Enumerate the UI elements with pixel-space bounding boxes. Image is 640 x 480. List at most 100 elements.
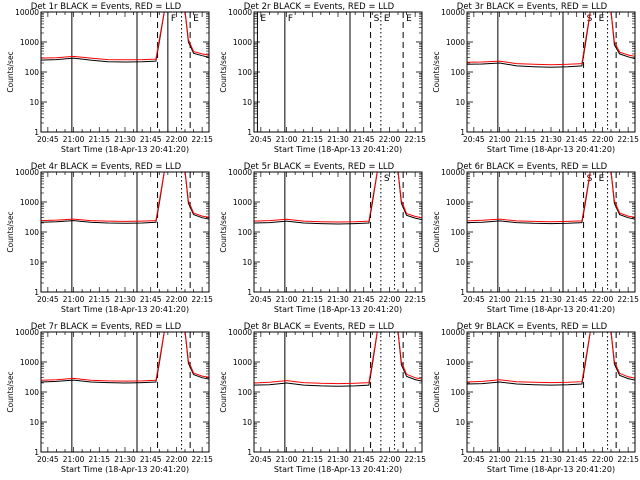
x-tick-label: 21:45 <box>140 455 162 464</box>
marker-label: F <box>288 14 293 24</box>
x-tick-label: 22:00 <box>592 295 614 304</box>
x-tick-label: 21:15 <box>514 455 536 464</box>
y-axis-label: Counts/sec <box>6 371 15 412</box>
y-axis-label: Counts/sec <box>432 371 441 412</box>
series-line-events <box>467 172 635 225</box>
x-axis-label: Start Time (18-Apr-13 20:41:20) <box>61 305 189 314</box>
x-axis-label: Start Time (18-Apr-13 20:41:20) <box>274 465 402 474</box>
x-tick-label: 21:30 <box>540 135 562 144</box>
y-tick-label: 100 <box>25 388 40 397</box>
series-line-lld <box>41 332 209 382</box>
x-tick-label: 21:45 <box>353 135 375 144</box>
x-tick-label: 21:00 <box>276 455 298 464</box>
detector-panel: Det 8r BLACK = Events, RED = LLD 1 10 100 10… <box>219 322 426 474</box>
x-tick-label: 21:00 <box>63 135 85 144</box>
x-tick-label: 20:45 <box>37 135 59 144</box>
panel-title: Det 4r BLACK = Events, RED = LLD <box>31 162 182 172</box>
plot-frame <box>40 331 210 453</box>
plot-frame <box>253 171 423 293</box>
series-line-events <box>467 332 635 386</box>
y-tick-label: 100 <box>451 388 466 397</box>
y-tick-label: 1000 <box>446 358 465 367</box>
x-tick-label: 22:00 <box>592 135 614 144</box>
x-tick-label: 20:45 <box>250 135 272 144</box>
x-tick-label: 22:00 <box>379 295 401 304</box>
y-tick-label: 10 <box>455 418 465 427</box>
panel-title: Det 7r BLACK = Events, RED = LLD <box>31 322 182 332</box>
y-tick-label: 1000 <box>233 358 252 367</box>
y-axis-label: Counts/sec <box>6 211 15 252</box>
x-tick-label: 21:45 <box>353 455 375 464</box>
series-line-lld <box>467 332 635 384</box>
y-tick-label: 1000 <box>20 38 39 47</box>
y-axis-label: Counts/sec <box>432 211 441 252</box>
x-tick-label: 21:45 <box>140 135 162 144</box>
x-tick-label: 20:45 <box>463 455 485 464</box>
x-tick-label: 22:00 <box>379 135 401 144</box>
y-tick-label: 10 <box>29 98 39 107</box>
x-tick-label: 21:30 <box>540 295 562 304</box>
plot-frame <box>466 11 636 133</box>
y-axis-label: Counts/sec <box>432 51 441 92</box>
y-tick-label: 1 <box>34 288 39 297</box>
y-tick-label: 1000 <box>20 358 39 367</box>
y-tick-label: 10 <box>29 258 39 267</box>
x-tick-label: 22:15 <box>617 135 639 144</box>
marker-label: E <box>193 14 199 24</box>
x-tick-label: 22:00 <box>379 455 401 464</box>
x-tick-label: 22:15 <box>404 455 426 464</box>
y-tick-label: 10 <box>455 258 465 267</box>
y-tick-label: 10 <box>242 418 252 427</box>
x-tick-label: 21:00 <box>63 455 85 464</box>
y-tick-label: 100 <box>238 68 253 77</box>
x-tick-label: 20:45 <box>250 295 272 304</box>
y-tick-label: 10 <box>242 258 252 267</box>
x-tick-label: 20:45 <box>37 455 59 464</box>
x-tick-label: 20:45 <box>463 135 485 144</box>
x-tick-label: 21:15 <box>514 295 536 304</box>
marker-label: E <box>406 14 412 24</box>
x-tick-label: 21:30 <box>114 455 136 464</box>
y-tick-label: 1 <box>460 128 465 137</box>
y-axis-label: Counts/sec <box>219 51 228 92</box>
x-tick-label: 22:00 <box>166 135 188 144</box>
y-axis-label: Counts/sec <box>6 51 15 92</box>
plot-frame <box>40 11 210 133</box>
series-line-lld <box>254 172 422 223</box>
y-tick-label: 10000 <box>228 168 252 177</box>
x-tick-label: 21:30 <box>114 295 136 304</box>
y-tick-label: 100 <box>25 68 40 77</box>
series-line-events <box>41 172 209 224</box>
detector-panel: Det 2r BLACK = Events, RED = LLD 1 10 100 10… <box>219 2 426 154</box>
y-tick-label: 10 <box>242 98 252 107</box>
x-axis-label: Start Time (18-Apr-13 20:41:20) <box>487 305 615 314</box>
marker-label: S <box>384 174 390 184</box>
detector-panel: Det 6r BLACK = Events, RED = LLD 1 10 100 10… <box>432 162 639 314</box>
x-tick-label: 21:00 <box>489 135 511 144</box>
x-tick-label: 22:15 <box>191 135 213 144</box>
panel-title: Det 2r BLACK = Events, RED = LLD <box>244 2 395 12</box>
x-tick-label: 21:15 <box>88 135 110 144</box>
y-tick-label: 10000 <box>15 168 39 177</box>
y-tick-label: 10000 <box>228 8 252 17</box>
x-tick-label: 22:15 <box>617 455 639 464</box>
y-tick-label: 10000 <box>441 8 465 17</box>
x-tick-label: 22:15 <box>404 295 426 304</box>
x-tick-label: 21:30 <box>327 455 349 464</box>
y-tick-label: 10000 <box>441 168 465 177</box>
y-tick-label: 10 <box>29 418 39 427</box>
y-tick-label: 10 <box>455 98 465 107</box>
x-tick-label: 22:15 <box>617 295 639 304</box>
plot-frame <box>466 331 636 453</box>
marker-label: E <box>260 14 266 24</box>
x-tick-label: 20:45 <box>463 295 485 304</box>
series-line-lld <box>41 12 209 61</box>
x-tick-label: 21:00 <box>276 135 298 144</box>
y-tick-label: 1000 <box>233 198 252 207</box>
x-tick-label: 21:15 <box>514 135 536 144</box>
panel-title: Det 8r BLACK = Events, RED = LLD <box>244 322 395 332</box>
y-tick-label: 1000 <box>233 38 252 47</box>
detector-panel: Det 9r BLACK = Events, RED = LLD 1 10 100 10… <box>432 322 639 474</box>
y-tick-label: 1000 <box>446 198 465 207</box>
y-tick-label: 10000 <box>15 328 39 337</box>
